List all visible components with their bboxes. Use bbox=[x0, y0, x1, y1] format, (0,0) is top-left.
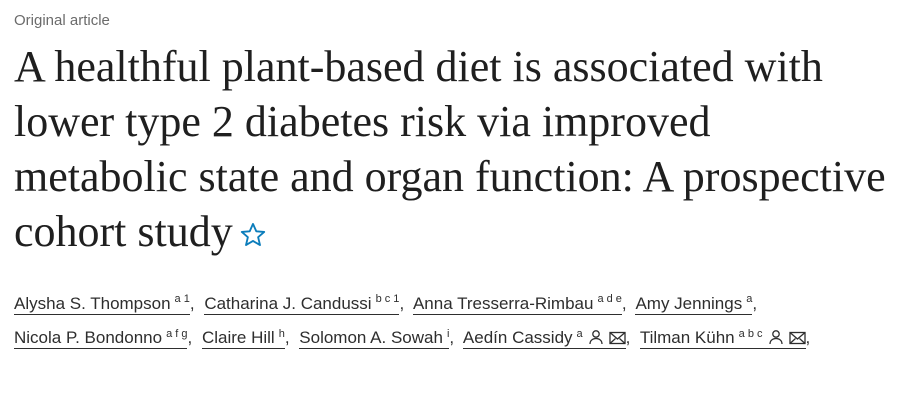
affiliation[interactable]: a 1 bbox=[174, 293, 190, 305]
separator: , bbox=[621, 293, 627, 313]
author-name[interactable]: Aedín Cassidy bbox=[462, 328, 573, 348]
author-name[interactable]: Claire Hill bbox=[201, 328, 275, 348]
affiliation[interactable]: b c 1 bbox=[375, 293, 400, 305]
author[interactable]: Anna Tresserra-Rimbau a d e bbox=[412, 293, 622, 315]
affiliation[interactable]: h bbox=[278, 327, 285, 340]
separator: , bbox=[187, 328, 193, 348]
affiliation[interactable]: a b c bbox=[738, 327, 763, 340]
affiliation[interactable]: a bbox=[576, 327, 583, 340]
author-icon[interactable] bbox=[768, 329, 784, 345]
separator: , bbox=[284, 328, 290, 348]
author[interactable]: Aedín Cassidy a bbox=[462, 327, 626, 350]
author[interactable]: Amy Jennings a bbox=[635, 293, 753, 315]
author-name[interactable]: Catharina J. Candussi bbox=[204, 293, 372, 313]
email-icon[interactable] bbox=[609, 331, 626, 345]
affiliation[interactable]: a f g bbox=[166, 327, 188, 340]
author-icon[interactable] bbox=[588, 329, 604, 345]
affiliation[interactable]: i bbox=[446, 327, 450, 340]
separator: , bbox=[449, 328, 455, 348]
author[interactable]: Nicola P. Bondonno a f g bbox=[14, 327, 188, 350]
separator: , bbox=[805, 328, 811, 348]
email-icon[interactable] bbox=[788, 331, 806, 345]
author-name[interactable]: Tilman Kühn bbox=[639, 328, 735, 348]
bookmark-star[interactable] bbox=[239, 221, 267, 249]
author-name[interactable]: Solomon A. Sowah bbox=[299, 328, 443, 348]
article-type: Original article bbox=[14, 12, 110, 29]
author[interactable]: Claire Hill h bbox=[201, 327, 285, 350]
article-title: A healthful plant-based diet is associat… bbox=[14, 39, 889, 259]
affiliation[interactable]: a bbox=[746, 293, 753, 305]
separator: , bbox=[625, 328, 631, 348]
author-name[interactable]: Nicola P. Bondonno bbox=[14, 328, 163, 348]
separator: , bbox=[399, 293, 405, 313]
author[interactable]: Alysha S. Thompson a 1 bbox=[14, 293, 190, 315]
affiliation[interactable]: a d e bbox=[597, 293, 622, 305]
title-text: A healthful plant-based diet is associat… bbox=[14, 42, 886, 256]
author-name[interactable]: Alysha S. Thompson bbox=[14, 293, 171, 313]
author[interactable]: Solomon A. Sowah i bbox=[299, 327, 450, 350]
author[interactable]: Catharina J. Candussi b c 1 bbox=[204, 293, 400, 315]
author-list: Alysha S. Thompson a 1, Catharina J. Cand… bbox=[14, 284, 886, 353]
author[interactable]: Tilman Kühn a b c bbox=[639, 327, 806, 350]
author-name[interactable]: Amy Jennings bbox=[635, 293, 743, 313]
separator: , bbox=[189, 293, 195, 313]
separator: , bbox=[752, 293, 758, 313]
author-name[interactable]: Anna Tresserra-Rimbau bbox=[412, 293, 594, 313]
